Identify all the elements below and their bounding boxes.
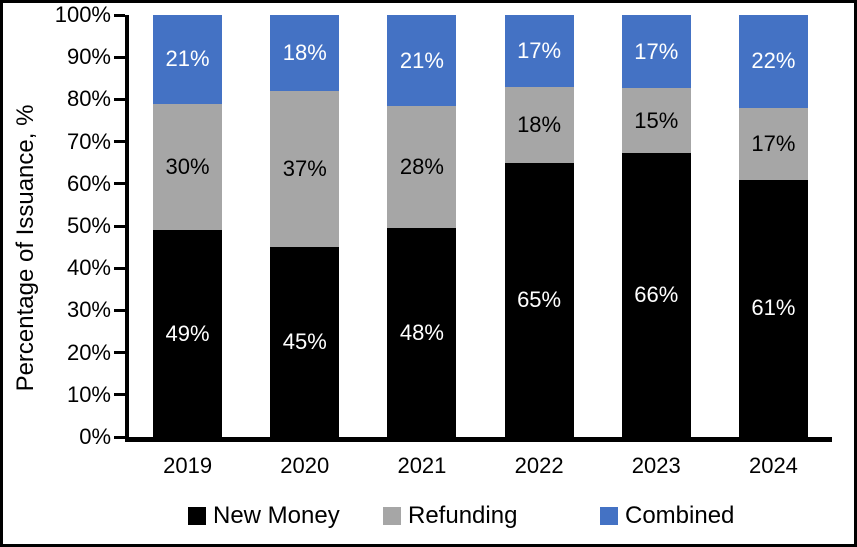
bar-stack-2021: 21% 28% 48% <box>387 15 457 437</box>
y-tick-label: 80% <box>66 86 111 112</box>
bar-segment-combined: 18% <box>270 15 340 91</box>
bar-slot-2022: 17% 18% 65% <box>481 15 598 437</box>
y-tick-label: 50% <box>66 213 111 238</box>
x-tick-label-2020: 2020 <box>280 453 330 478</box>
bar-slot-2019: 21% 30% 49% <box>129 15 246 437</box>
legend-marker-icon <box>600 507 618 525</box>
bar-segment-refunding: 18% <box>504 86 574 163</box>
bar-value-label: 48% <box>399 319 444 345</box>
bar-stack-2020: 18% 37% 45% <box>270 15 340 437</box>
y-tick-label: 90% <box>66 44 111 70</box>
bar-segment-new-money: 66% <box>621 152 691 437</box>
bar-slot-2020: 18% 37% 45% <box>246 15 363 437</box>
legend-item-new-money: New Money <box>188 502 340 530</box>
bar-value-label: 30% <box>165 153 210 179</box>
bar-segment-combined: 22% <box>738 15 808 108</box>
bar-segment-new-money: 61% <box>738 179 808 437</box>
bar-stack-2024: 22% 17% 61% <box>738 15 808 437</box>
bar-segment-refunding: 37% <box>270 90 340 248</box>
bar-value-label: 17% <box>751 130 796 156</box>
bar-value-label: 45% <box>282 329 327 355</box>
y-tick-label: 100% <box>54 2 111 27</box>
bar-segment-refunding: 17% <box>738 107 808 180</box>
x-tick-label-2019: 2019 <box>163 453 213 478</box>
y-tick-label: 70% <box>66 128 111 154</box>
bar-segment-new-money: 48% <box>387 228 457 437</box>
bar-segment-refunding: 30% <box>153 103 223 231</box>
bar-value-label: 65% <box>517 286 562 312</box>
bar-slot-2021: 21% 28% 48% <box>363 15 480 437</box>
bar-stack-2022: 17% 18% 65% <box>504 15 574 437</box>
plot-area: 21% 30% 49% 18% 37% 45% 21% 28% 48% 17% 18% 65% 17% 1… <box>125 15 832 442</box>
legend-item-combined: Combined <box>600 502 734 530</box>
y-tick-mark <box>114 13 125 17</box>
bar-segment-new-money: 49% <box>153 230 223 437</box>
bar-value-label: 17% <box>634 38 679 64</box>
y-tick-mark <box>114 351 125 355</box>
bar-segment-new-money: 65% <box>504 162 574 437</box>
bar-value-label: 28% <box>399 154 444 180</box>
x-tick-label-2023: 2023 <box>631 453 681 478</box>
y-tick-label: 20% <box>66 339 111 365</box>
bar-segment-refunding: 15% <box>621 88 691 153</box>
legend: New Money Refunding Combined <box>3 502 854 532</box>
y-tick-label: 60% <box>66 170 111 196</box>
y-tick-label: 0% <box>79 424 111 449</box>
y-tick-mark <box>114 435 125 439</box>
y-tick-mark <box>114 140 125 144</box>
y-tick-mark <box>114 266 125 270</box>
legend-marker-icon <box>383 507 401 525</box>
legend-marker-icon <box>188 507 206 525</box>
bar-value-label: 21% <box>399 47 444 73</box>
legend-label: New Money <box>213 502 340 529</box>
bar-segment-combined: 21% <box>153 15 223 104</box>
y-tick-label: 40% <box>66 255 111 281</box>
bar-value-label: 15% <box>634 107 679 133</box>
bar-value-label: 49% <box>165 320 210 346</box>
y-tick-mark <box>114 224 125 228</box>
legend-label: Combined <box>625 502 735 529</box>
y-tick-mark <box>114 97 125 101</box>
bar-value-label: 66% <box>634 281 679 307</box>
x-tick-label-2024: 2024 <box>748 453 798 478</box>
bar-value-label: 22% <box>751 48 796 74</box>
bar-slot-2023: 17% 15% 66% <box>598 15 715 437</box>
bars-row: 21% 30% 49% 18% 37% 45% 21% 28% 48% 17% 18% 65% 17% 1… <box>129 15 832 437</box>
legend-item-refunding: Refunding <box>383 502 517 530</box>
bar-value-label: 17% <box>517 37 562 63</box>
y-tick-mark <box>114 393 125 397</box>
bar-segment-combined: 17% <box>621 15 691 89</box>
bar-segment-combined: 21% <box>387 15 457 107</box>
y-tick-mark <box>114 182 125 186</box>
bar-stack-2019: 21% 30% 49% <box>153 15 223 437</box>
bar-stack-2023: 17% 15% 66% <box>621 15 691 437</box>
bar-value-label: 18% <box>282 40 327 65</box>
bar-value-label: 18% <box>517 111 562 137</box>
bar-segment-refunding: 28% <box>387 106 457 229</box>
x-tick-label-2022: 2022 <box>514 453 564 478</box>
bar-slot-2024: 22% 17% 61% <box>715 15 832 437</box>
bar-segment-new-money: 45% <box>270 247 340 437</box>
bar-value-label: 37% <box>282 156 327 182</box>
legend-label: Refunding <box>408 502 518 529</box>
y-tick-label: 10% <box>66 381 111 407</box>
x-tick-label-2021: 2021 <box>397 453 447 478</box>
bar-value-label: 21% <box>165 46 210 72</box>
x-axis-labels: 2019 2020 2021 2022 2023 2024 <box>129 453 832 479</box>
y-tick-mark <box>114 55 125 59</box>
bar-value-label: 61% <box>751 295 796 321</box>
bar-segment-combined: 17% <box>504 15 574 87</box>
y-tick-label: 30% <box>66 297 111 323</box>
y-tick-mark <box>114 308 125 312</box>
